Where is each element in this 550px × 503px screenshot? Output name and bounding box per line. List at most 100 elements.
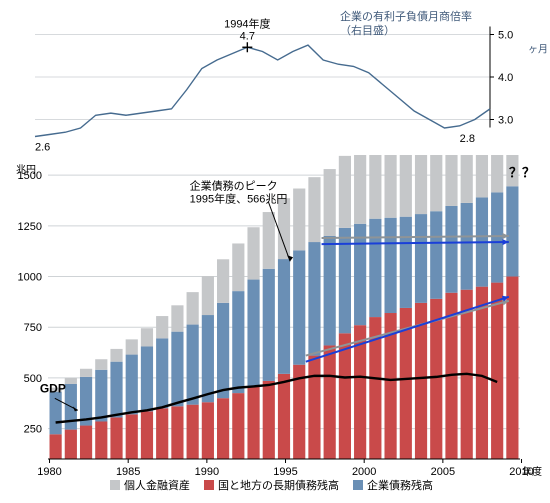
bar-assets [491, 155, 503, 192]
bar-corp [354, 224, 366, 325]
bar-corp [126, 355, 138, 415]
bar-gov [324, 345, 336, 459]
bar-assets [476, 155, 488, 197]
bar-assets [247, 227, 259, 279]
bar-corp [232, 291, 244, 393]
legend-label: 企業債務残高 [367, 478, 433, 492]
bar-gov [247, 387, 259, 459]
bar-corp [202, 315, 214, 402]
svg-text:1990: 1990 [195, 466, 219, 478]
top-title-line: （右目盛） [340, 23, 395, 37]
bar-corp [278, 259, 290, 374]
bar-corp [461, 203, 473, 290]
bar-corp [324, 236, 336, 345]
bar-assets [430, 155, 442, 211]
bar-assets [232, 243, 244, 291]
bar-corp [141, 346, 153, 411]
bar-corp [217, 303, 229, 398]
bar-gov [308, 356, 320, 459]
debt-ratio-line [35, 45, 490, 136]
bar-gov [430, 299, 442, 459]
bar-gov [339, 333, 351, 459]
bar-corp [95, 370, 107, 422]
legend-swatch [353, 480, 363, 490]
legend-swatch [204, 480, 214, 490]
bar-gov [95, 421, 107, 459]
bar-gov [110, 417, 122, 459]
bar-assets [293, 189, 305, 251]
bar-corp [400, 217, 412, 308]
bar-corp [293, 250, 305, 364]
peak-anno: 1995年度、566兆円 [190, 191, 288, 205]
bar-corp [187, 325, 199, 405]
bar-assets [126, 339, 138, 354]
svg-text:5.0: 5.0 [498, 30, 513, 42]
bar-gov [80, 426, 92, 459]
bar-assets [384, 155, 396, 218]
bar-corp [110, 362, 122, 418]
bar-assets [339, 156, 351, 228]
bar-assets [141, 328, 153, 346]
bar-assets [217, 259, 229, 303]
svg-text:2.8: 2.8 [460, 133, 475, 145]
svg-text:250: 250 [24, 424, 42, 436]
svg-text:4.7: 4.7 [240, 30, 255, 42]
bar-corp [171, 332, 183, 407]
bar-corp [247, 280, 259, 387]
svg-text:1000: 1000 [18, 272, 42, 284]
bar-gov [491, 283, 503, 459]
bar-gov [50, 434, 62, 459]
bar-corp [445, 206, 457, 293]
bar-gov [65, 430, 77, 459]
bar-corp [430, 211, 442, 299]
gdp-label: GDP [40, 381, 66, 395]
svg-text:1994年度: 1994年度 [224, 16, 270, 30]
bar-gov [217, 398, 229, 459]
bar-assets [461, 155, 473, 203]
legend-label: 個人金融資産 [124, 478, 190, 492]
bar-gov [232, 393, 244, 459]
bot-ylabel-unit: 兆円 [16, 164, 36, 176]
bar-assets [308, 177, 320, 242]
bar-corp [308, 242, 320, 356]
svg-text:3.0: 3.0 [498, 115, 513, 127]
top-ylabel-unit: ヶ月 [528, 44, 548, 56]
bar-assets [278, 198, 290, 259]
svg-text:2000: 2000 [352, 466, 376, 478]
bar-assets [110, 349, 122, 362]
bar-gov [126, 414, 138, 459]
bar-corp [156, 338, 168, 408]
svg-text:1250: 1250 [18, 221, 42, 233]
svg-text:4.0: 4.0 [498, 72, 513, 84]
bottom-panel: 250500750100012501500兆円19801985199019952… [0, 155, 550, 503]
bar-corp [369, 219, 381, 317]
bar-assets [80, 369, 92, 377]
svg-text:1985: 1985 [116, 466, 140, 478]
bar-gov [202, 402, 214, 459]
bar-gov [476, 287, 488, 459]
bar-assets [202, 276, 214, 315]
bar-gov [187, 405, 199, 459]
bar-assets [324, 169, 336, 236]
bar-corp [415, 214, 427, 303]
svg-text:2005: 2005 [431, 466, 455, 478]
legend-label: 国と地方の長期債務残高 [218, 478, 339, 492]
legend-swatch [110, 480, 120, 490]
bar-corp [491, 192, 503, 282]
bar-gov [506, 277, 518, 459]
bar-assets [369, 155, 381, 219]
bar-assets [65, 378, 77, 384]
bar-gov [263, 381, 275, 459]
bar-assets [415, 155, 427, 214]
bot-xlabel-unit: 年度 [522, 465, 542, 478]
bar-assets [445, 155, 457, 206]
bar-assets [171, 305, 183, 331]
bar-assets [156, 316, 168, 338]
q-marks: ？？ [509, 165, 535, 180]
bar-corp [263, 269, 275, 381]
bar-assets [187, 292, 199, 324]
top-title-line: 企業の有利子負債月商倍率 [340, 9, 472, 23]
bar-gov [171, 406, 183, 459]
bar-assets [354, 155, 366, 224]
bar-assets [263, 212, 275, 269]
